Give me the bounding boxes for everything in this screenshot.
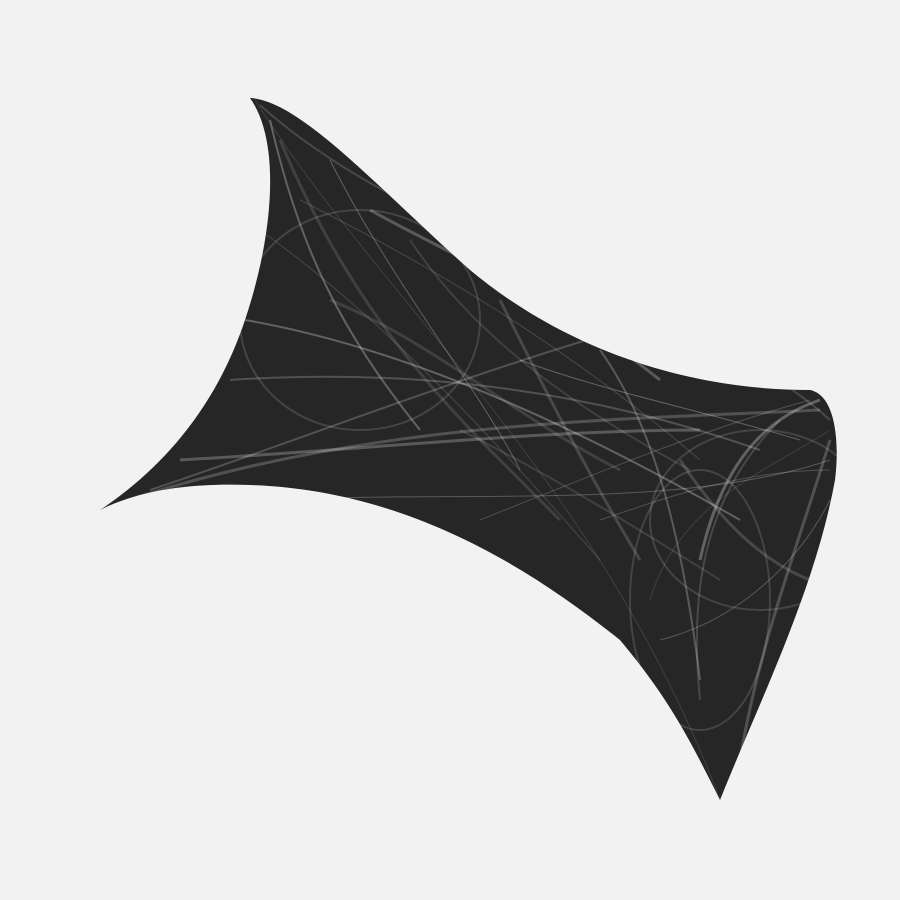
- web-line: [695, 419, 781, 701]
- web-line: [299, 199, 701, 461]
- translucent-line-web: [100, 99, 832, 800]
- web-line: [244, 319, 741, 521]
- web-line: [254, 99, 721, 800]
- web-line: [678, 459, 811, 582]
- web-arc: [649, 429, 837, 611]
- web-arc: [629, 469, 771, 731]
- web-line: [649, 429, 831, 601]
- web-line: [459, 429, 721, 581]
- web-line: [659, 499, 831, 641]
- web-line: [100, 408, 821, 512]
- web-line: [409, 239, 691, 471]
- web-line: [329, 298, 621, 472]
- web-line: [599, 469, 831, 521]
- web-line: [179, 428, 701, 462]
- web-line: [329, 159, 521, 471]
- web-line: [599, 349, 701, 681]
- web-line: [498, 299, 642, 561]
- web-line: [479, 399, 811, 521]
- web-line: [698, 398, 821, 561]
- web-line: [738, 439, 832, 761]
- web-line: [269, 119, 421, 431]
- web-line: [519, 359, 801, 441]
- web-line: [229, 375, 761, 451]
- web-line: [278, 139, 562, 522]
- dark-curved-shape: [100, 98, 837, 800]
- web-line: [149, 329, 621, 491]
- web-line: [259, 229, 601, 561]
